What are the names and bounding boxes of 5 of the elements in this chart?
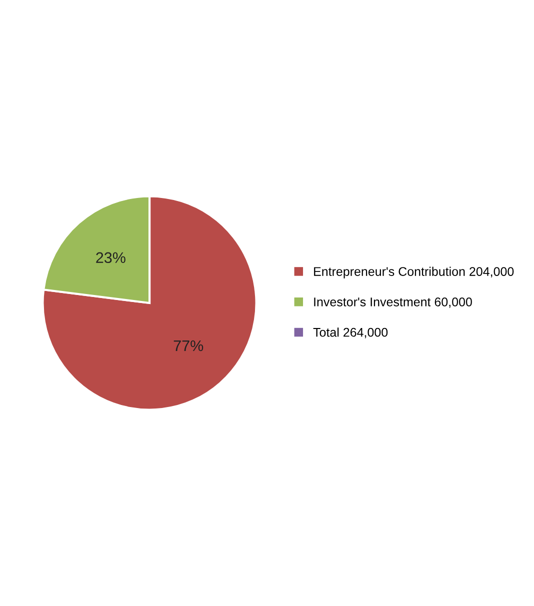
data-label: 23%	[96, 252, 126, 264]
data-label: 77%	[174, 340, 204, 352]
legend-label: Investor's Investment 60,000	[314, 298, 472, 308]
legend-label: Entrepreneur's Contribution 204,000	[314, 266, 514, 278]
legend-label: Total 264,000	[313, 328, 388, 338]
